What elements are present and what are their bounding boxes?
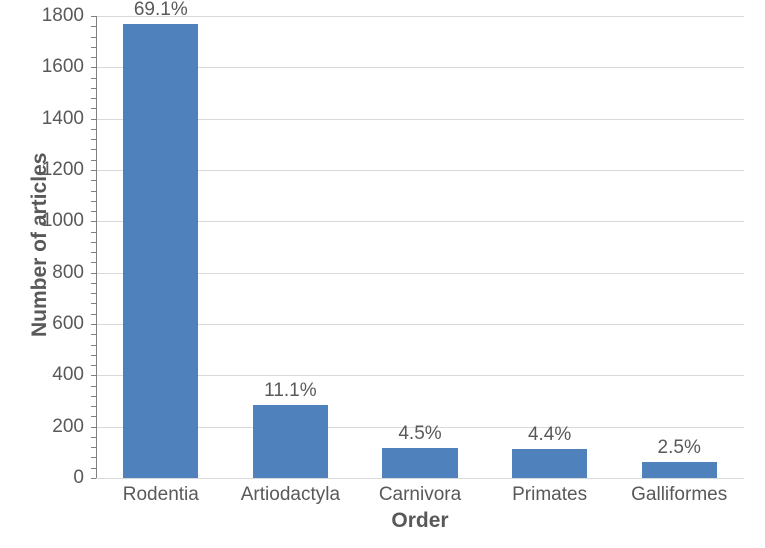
- y-tick-label: 1400: [0, 108, 84, 130]
- y-minor-tick: [91, 47, 96, 48]
- y-minor-tick: [91, 314, 96, 315]
- bar-data-label: 2.5%: [658, 437, 701, 459]
- x-tick-label: Primates: [512, 484, 587, 506]
- y-minor-tick: [91, 365, 96, 366]
- bar: [123, 24, 198, 478]
- bar: [642, 462, 717, 478]
- y-minor-tick: [91, 191, 96, 192]
- y-minor-tick: [91, 119, 96, 120]
- y-minor-tick: [91, 386, 96, 387]
- y-tick-label: 0: [0, 467, 84, 489]
- plot-area: [96, 16, 744, 478]
- bar: [382, 448, 457, 478]
- y-minor-tick: [91, 26, 96, 27]
- y-minor-tick: [91, 375, 96, 376]
- y-minor-tick: [91, 273, 96, 274]
- x-tick-label: Rodentia: [123, 484, 199, 506]
- y-minor-tick: [91, 396, 96, 397]
- y-minor-tick: [91, 232, 96, 233]
- y-minor-tick: [91, 303, 96, 304]
- y-minor-tick: [91, 406, 96, 407]
- y-minor-tick: [91, 457, 96, 458]
- y-minor-tick: [91, 170, 96, 171]
- y-minor-tick: [91, 139, 96, 140]
- y-minor-tick: [91, 262, 96, 263]
- bar: [253, 405, 328, 478]
- bar-data-label: 4.4%: [528, 424, 571, 446]
- y-minor-tick: [91, 108, 96, 109]
- y-minor-tick: [91, 242, 96, 243]
- y-minor-tick: [91, 355, 96, 356]
- bar-data-label: 69.1%: [134, 0, 188, 21]
- y-axis-line: [96, 16, 97, 478]
- y-minor-tick: [91, 180, 96, 181]
- y-minor-tick: [91, 283, 96, 284]
- y-minor-tick: [91, 67, 96, 68]
- y-tick-label: 1600: [0, 56, 84, 78]
- y-minor-tick: [91, 37, 96, 38]
- y-minor-tick: [91, 345, 96, 346]
- bars: [96, 16, 744, 478]
- y-tick-label: 1800: [0, 5, 84, 27]
- x-tick-label: Artiodactyla: [241, 484, 340, 506]
- x-tick-label: Galliformes: [631, 484, 727, 506]
- y-minor-tick: [91, 478, 96, 479]
- y-minor-tick: [91, 221, 96, 222]
- gridline: [96, 478, 744, 479]
- bar-chart: 020040060080010001200140016001800 Rodent…: [0, 0, 765, 548]
- x-axis-title: Order: [391, 509, 448, 533]
- y-minor-tick: [91, 78, 96, 79]
- y-minor-tick: [91, 211, 96, 212]
- y-minor-tick: [91, 201, 96, 202]
- bar-data-label: 4.5%: [398, 423, 441, 445]
- y-minor-tick: [91, 129, 96, 130]
- y-tick-label: 400: [0, 364, 84, 386]
- y-minor-tick: [91, 427, 96, 428]
- y-minor-tick: [91, 437, 96, 438]
- y-tick-label: 200: [0, 416, 84, 438]
- y-minor-tick: [91, 16, 96, 17]
- y-minor-tick: [91, 293, 96, 294]
- bar: [512, 449, 587, 478]
- x-tick-label: Carnivora: [379, 484, 461, 506]
- y-minor-tick: [91, 416, 96, 417]
- bar-data-label: 11.1%: [264, 380, 316, 402]
- y-minor-tick: [91, 324, 96, 325]
- y-minor-tick: [91, 149, 96, 150]
- y-minor-tick: [91, 98, 96, 99]
- y-minor-tick: [91, 252, 96, 253]
- y-minor-tick: [91, 334, 96, 335]
- y-minor-tick: [91, 447, 96, 448]
- y-minor-tick: [91, 88, 96, 89]
- y-axis-title: Number of articles: [28, 153, 52, 337]
- y-minor-tick: [91, 57, 96, 58]
- y-minor-tick: [91, 160, 96, 161]
- y-minor-tick: [91, 468, 96, 469]
